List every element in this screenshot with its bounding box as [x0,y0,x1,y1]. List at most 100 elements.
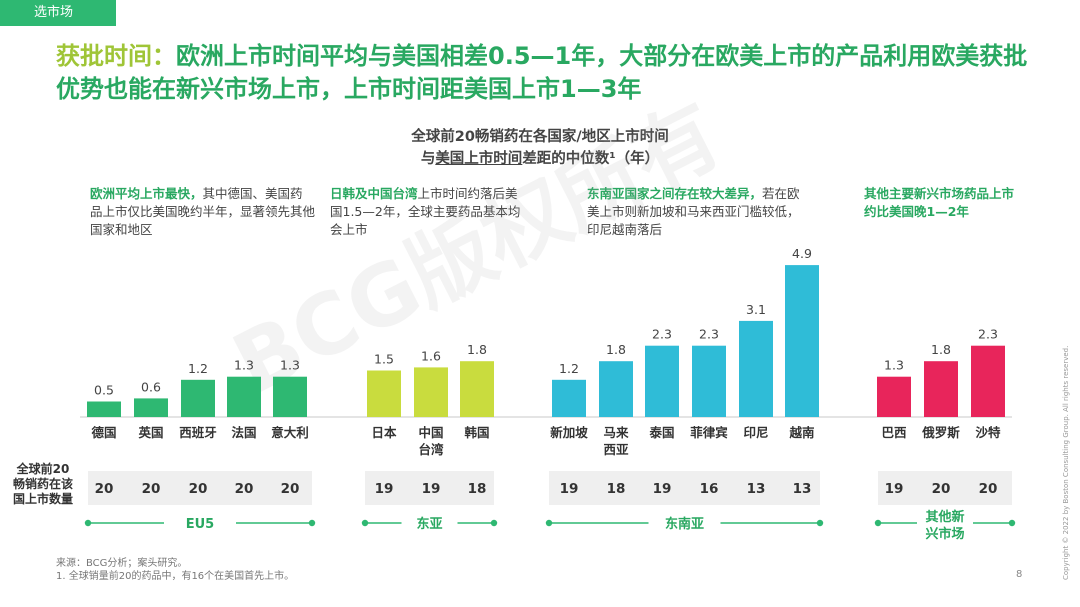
bar-value-label: 1.8 [467,342,487,357]
bar-value-label: 2.3 [978,327,998,342]
category-label: 菲律宾 [690,425,728,440]
launch-count-value: 20 [189,481,208,497]
launch-count-value: 20 [979,481,998,497]
note-eu5-bold: 欧洲平均上市最快， [90,186,203,201]
category-label: 西亚 [603,442,629,457]
group-bracket-dot [874,519,882,527]
bar-value-label: 1.3 [280,358,300,373]
bar [739,320,773,417]
category-label: 越南 [788,425,815,440]
note-eu5-text: 其中德国、美国药品上市仅比美国晚约半年，显著领先其他国家和地区 [90,186,316,237]
bar [924,361,958,417]
launch-count-value: 20 [95,481,114,497]
bar-value-label: 1.8 [931,342,951,357]
bar [645,345,679,417]
category-label: 俄罗斯 [921,425,960,440]
note-other-emerging: 其他主要新兴市场药品上市约比美国晚1—2年 [864,185,1024,221]
source-notes: 来源：BCG分析；案头研究。 1. 全球销量前20的药品中，有16个在美国首先上… [56,557,294,583]
group-bracket-dot [361,519,369,527]
bar [599,361,633,417]
chart-title-underlined: 美国上市时间 [435,151,523,167]
category-label: 巴西 [881,425,906,440]
bar-value-label: 0.6 [141,379,161,394]
bar-value-label: 1.5 [374,352,394,367]
group-bracket-dot [84,519,92,527]
group-label: 东南亚 [665,516,704,532]
category-label: 新加坡 [550,425,588,440]
group-label: EU5 [186,517,214,532]
note-east-asia-bold: 日韩及中国台湾 [330,186,418,201]
launch-count-value: 19 [653,481,672,497]
source-line: 来源：BCG分析；案头研究。 [56,558,188,569]
category-label: 马来 [603,425,629,440]
launch-count-value: 18 [607,481,626,497]
note-southeast-asia-bold: 东南亚国家之间存在较大差异， [587,186,763,201]
count-row-background [878,471,1012,505]
bar-value-label: 4.9 [792,246,812,261]
group-label: 兴市场 [925,526,964,542]
launch-count-value: 20 [142,481,161,497]
bar [181,379,215,417]
chart-title-prefix: 与 [420,151,436,167]
copyright: Copyright © 2022 by Boston Consulting Gr… [1062,345,1070,580]
category-label: 日本 [371,425,397,440]
group-bracket-dot [308,519,316,527]
count-row-background [88,471,312,505]
launch-count-row-label: 全球前20畅销药在该国上市数量 [12,462,73,506]
category-label: 德国 [91,425,116,440]
launch-count-value: 19 [375,481,394,497]
page-number: 8 [1016,569,1023,580]
launch-count-value: 13 [747,481,766,497]
bar [552,379,586,417]
category-label: 西班牙 [179,425,217,440]
launch-count-value: 20 [932,481,951,497]
bar-value-label: 1.8 [606,342,626,357]
category-label: 泰国 [648,425,674,440]
note-eu5: 欧洲平均上市最快，其中德国、美国药品上市仅比美国晚约半年，显著领先其他国家和地区 [90,185,315,239]
headline: 获批时间：欧洲上市时间平均与美国相差0.5—1年，大部分在欧美上市的产品利用欧美… [56,40,1036,106]
bar [460,361,494,417]
category-label: 法国 [231,425,256,440]
launch-count-value: 13 [793,481,812,497]
launch-count-value: 18 [468,481,487,497]
bar-value-label: 1.3 [884,358,904,373]
group-bracket-dot [1008,519,1016,527]
bar-value-label: 1.6 [421,348,441,363]
launch-count-value: 19 [422,481,441,497]
category-label: 意大利 [271,425,309,440]
note-east-asia: 日韩及中国台湾上市时间约落后美国1.5—2年，全球主要药品基本均会上市 [330,185,530,239]
bar-value-label: 3.1 [746,302,766,317]
category-label: 英国 [138,425,163,440]
launch-count-value: 16 [700,481,719,497]
bar [414,367,448,417]
footnote-line: 1. 全球销量前20的药品中，有16个在美国首先上市。 [56,571,295,582]
bar [877,376,911,417]
bar-value-label: 1.2 [188,361,208,376]
bar-value-label: 2.3 [652,327,672,342]
bar [134,398,168,417]
group-bracket-dot [545,519,553,527]
note-east-asia-text: 上市时间约落后美国1.5—2年，全球主要药品基本均会上市 [330,186,521,237]
category-label: 台湾 [418,442,444,457]
bar [785,265,819,417]
launch-count-value: 20 [235,481,254,497]
chart-title-suffix: 差距的中位数¹（年） [522,151,660,167]
bar [692,345,726,417]
chart-title: 全球前20畅销药在各国家/地区上市时间 与美国上市时间差距的中位数¹（年） [330,126,750,170]
bar-value-label: 1.2 [559,361,579,376]
group-label: 东亚 [416,516,442,532]
count-row-background [365,471,494,505]
launch-count-value: 20 [281,481,300,497]
note-other-emerging-bold: 其他主要新兴市场药品上市约比美国晚1—2年 [864,186,1015,219]
bar [273,376,307,417]
bar [87,401,121,417]
bar-value-label: 1.3 [234,358,254,373]
group-bracket-dot [490,519,498,527]
headline-highlight: 获批时间： [56,42,176,70]
count-row-background [549,471,820,505]
headline-text: 欧洲上市时间平均与美国相差0.5—1年，大部分在欧美上市的产品利用欧美获批优势也… [56,42,1028,103]
bar [971,345,1005,417]
bar-value-label: 0.5 [94,383,114,398]
chart-title-line1: 全球前20畅销药在各国家/地区上市时间 [411,129,669,145]
